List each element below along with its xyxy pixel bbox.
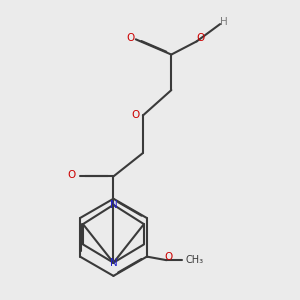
Text: O: O: [164, 252, 172, 262]
Text: H: H: [220, 17, 228, 27]
Text: O: O: [196, 33, 204, 43]
Text: O: O: [132, 110, 140, 121]
Text: O: O: [126, 33, 135, 43]
Text: N: N: [110, 258, 117, 268]
Text: CH₃: CH₃: [186, 255, 204, 265]
Text: O: O: [67, 169, 75, 180]
Text: N: N: [110, 200, 117, 210]
